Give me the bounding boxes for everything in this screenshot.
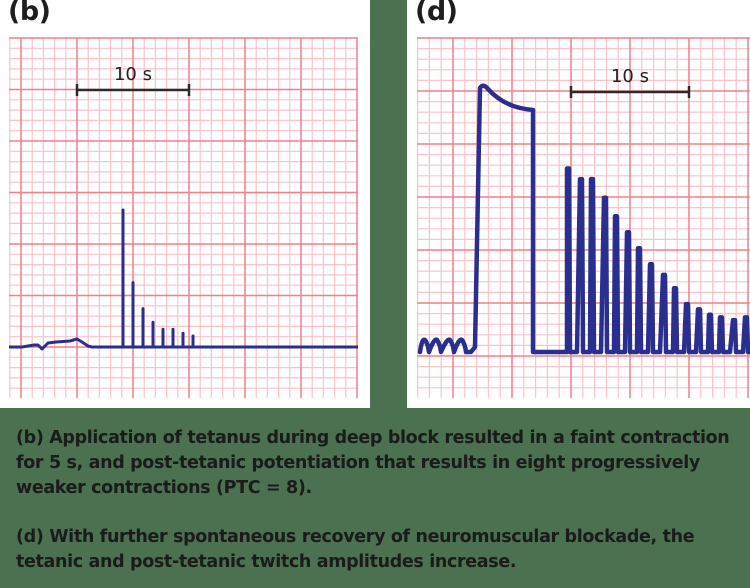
chart-d-plot: 10 s xyxy=(416,37,750,398)
panel-b-label: (b) xyxy=(8,0,51,27)
trace-d-twitches xyxy=(564,166,750,355)
grid xyxy=(416,37,750,398)
scale-bar-d-label: 10 s xyxy=(611,66,649,87)
trace-d-tetanus xyxy=(417,83,570,355)
scale-bar-b-label: 10 s xyxy=(114,64,152,85)
panel-d: 10 s (d) xyxy=(407,0,750,408)
trace-b xyxy=(9,208,358,351)
grid xyxy=(9,37,358,398)
chart-b-plot: 10 s xyxy=(9,37,358,398)
panel-b: 10 s (b) xyxy=(0,0,370,408)
caption-d: (d) With further spontaneous recovery of… xyxy=(16,527,695,572)
panel-d-label: (d) xyxy=(415,0,458,27)
caption-b: (b) Application of tetanus during deep b… xyxy=(16,428,730,498)
